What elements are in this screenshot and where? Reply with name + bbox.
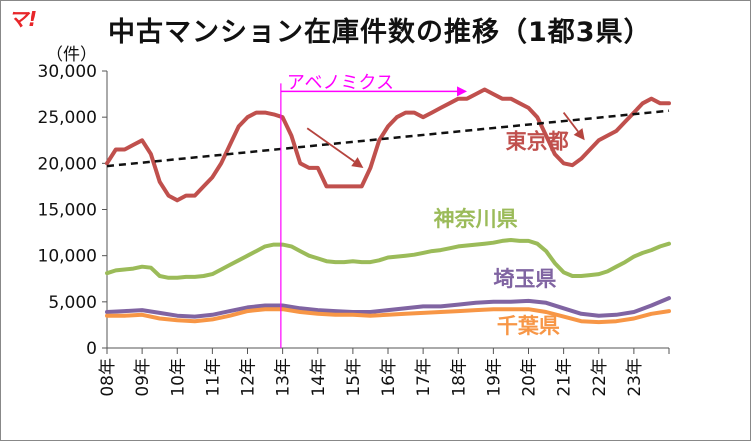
- abenomics-arrow-head: [457, 86, 468, 97]
- y-tick-label: 15,000: [38, 201, 97, 221]
- chart-title: 中古マンション在庫件数の推移（1都3県）: [108, 17, 652, 48]
- x-tick-label: 12年: [239, 358, 259, 397]
- y-tick-label: 10,000: [38, 247, 97, 267]
- x-tick-label: 16年: [379, 358, 399, 397]
- x-tick-label: 17年: [414, 358, 434, 397]
- logo: マ!: [8, 7, 38, 31]
- series-line: [105, 296, 671, 319]
- x-tick-label: 14年: [309, 358, 329, 397]
- abenomics-label: アベノミクス: [287, 72, 394, 93]
- trend-arrow-head: [573, 128, 585, 141]
- x-tick-label: 18年: [449, 358, 469, 397]
- series-line: [105, 307, 671, 325]
- series-label: 千葉県: [497, 314, 560, 338]
- x-tick-label: 08年: [98, 358, 118, 397]
- x-tick-label: 20年: [520, 358, 540, 397]
- trendline: [106, 109, 670, 168]
- x-tick-label: 13年: [274, 358, 294, 397]
- x-tick-label: 22年: [590, 358, 610, 397]
- y-tick-label: 0: [86, 339, 97, 359]
- series-label: 神奈川県: [434, 207, 518, 231]
- x-tick-label: 10年: [168, 358, 188, 397]
- y-tick-label: 5,000: [48, 293, 97, 313]
- y-tick-label: 25,000: [38, 108, 97, 128]
- x-tick-label: 23年: [625, 358, 645, 397]
- y-axis-unit-label: （件）: [46, 45, 97, 65]
- y-tick-label: 30,000: [38, 62, 97, 82]
- series-line: [105, 238, 671, 280]
- x-tick-label: 21年: [555, 358, 575, 397]
- series-label: 埼玉県: [493, 267, 556, 291]
- x-tick-label: 09年: [133, 358, 153, 397]
- x-tick-label: 19年: [484, 358, 504, 397]
- x-tick-label: 15年: [344, 358, 364, 397]
- trend-arrow-shaft: [306, 127, 355, 163]
- series-label: 東京都: [506, 130, 569, 154]
- y-tick-label: 20,000: [38, 154, 97, 174]
- series-line: [105, 87, 671, 203]
- x-tick-label: 11年: [203, 358, 223, 397]
- trend-arrow-head: [351, 157, 364, 168]
- trend-arrow-shaft: [562, 112, 579, 133]
